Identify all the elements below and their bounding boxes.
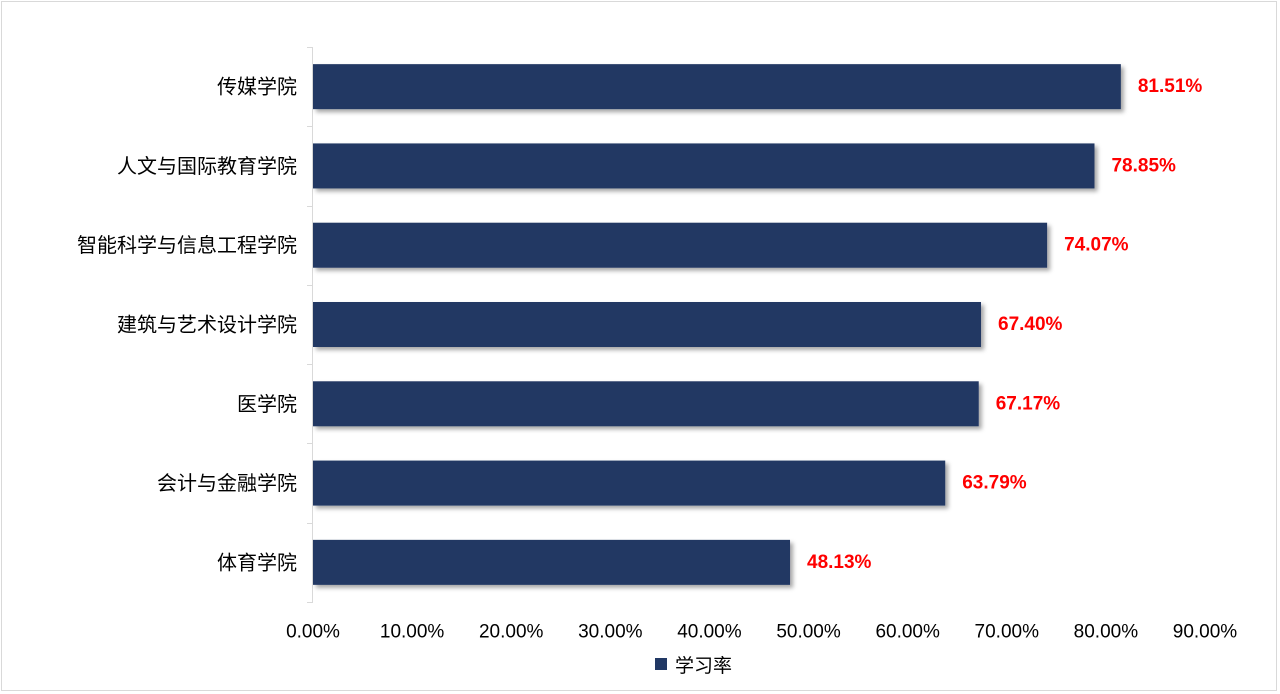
x-tick-label: 90.00%	[1173, 622, 1238, 643]
legend: 学习率	[655, 652, 733, 677]
category-label: 体育学院	[217, 550, 297, 574]
data-label: 74.07%	[1064, 235, 1129, 256]
category-label: 医学院	[237, 392, 297, 416]
bar	[313, 460, 946, 506]
legend-swatch	[655, 658, 667, 670]
bars-layer	[313, 64, 1121, 585]
x-tick-label: 20.00%	[479, 622, 544, 643]
axis-layer	[307, 47, 313, 603]
bar	[313, 64, 1121, 110]
category-label: 传媒学院	[217, 75, 297, 99]
data-label: 63.79%	[962, 473, 1027, 494]
data-label: 81.51%	[1138, 76, 1203, 97]
x-tick-label: 30.00%	[578, 622, 643, 643]
data-label: 67.40%	[998, 314, 1063, 335]
labels-layer: 传媒学院 81.51% 人文与国际教育学院 78.85% 智能科学与信息工程学院 74.0…	[77, 75, 1237, 643]
data-label: 67.17%	[996, 393, 1061, 414]
bar	[313, 222, 1048, 268]
bar	[313, 381, 979, 427]
category-label: 智能科学与信息工程学院	[77, 233, 297, 257]
x-tick-label: 0.00%	[286, 622, 340, 643]
x-tick-label: 40.00%	[677, 622, 742, 643]
category-label: 人文与国际教育学院	[117, 154, 297, 178]
data-label: 48.13%	[807, 552, 872, 573]
bar	[313, 302, 982, 347]
x-tick-label: 60.00%	[875, 622, 940, 643]
category-label: 会计与金融学院	[157, 471, 297, 495]
data-label: 78.85%	[1111, 155, 1176, 176]
legend-label: 学习率	[675, 654, 733, 677]
x-tick-label: 80.00%	[1074, 622, 1139, 643]
bar	[313, 143, 1095, 189]
x-tick-label: 70.00%	[975, 622, 1040, 643]
bar	[313, 539, 791, 585]
x-tick-label: 10.00%	[380, 622, 445, 643]
category-label: 建筑与艺术设计学院	[117, 313, 297, 337]
x-tick-label: 50.00%	[776, 622, 841, 643]
